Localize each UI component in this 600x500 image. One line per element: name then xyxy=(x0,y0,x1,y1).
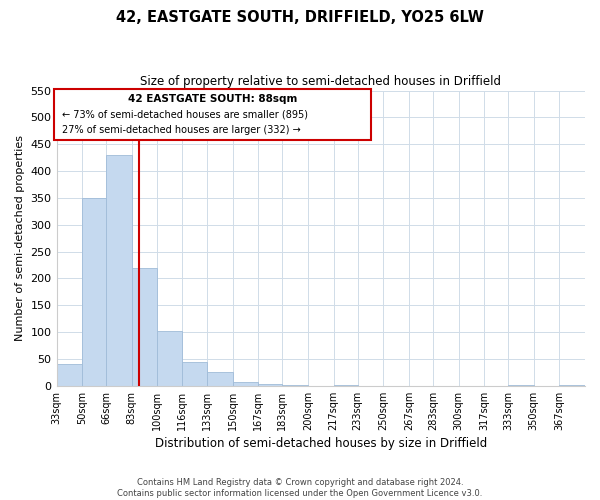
Text: 42 EASTGATE SOUTH: 88sqm: 42 EASTGATE SOUTH: 88sqm xyxy=(128,94,297,104)
Text: 42, EASTGATE SOUTH, DRIFFIELD, YO25 6LW: 42, EASTGATE SOUTH, DRIFFIELD, YO25 6LW xyxy=(116,10,484,25)
Bar xyxy=(132,268,157,386)
Bar xyxy=(182,362,207,386)
Bar xyxy=(334,384,358,386)
Bar xyxy=(258,384,283,386)
Text: Contains HM Land Registry data © Crown copyright and database right 2024.
Contai: Contains HM Land Registry data © Crown c… xyxy=(118,478,482,498)
Bar xyxy=(106,155,132,386)
Bar xyxy=(559,384,585,386)
FancyBboxPatch shape xyxy=(54,89,371,141)
Y-axis label: Number of semi-detached properties: Number of semi-detached properties xyxy=(15,135,25,341)
Bar xyxy=(207,372,233,386)
Text: ← 73% of semi-detached houses are smaller (895): ← 73% of semi-detached houses are smalle… xyxy=(62,110,308,120)
X-axis label: Distribution of semi-detached houses by size in Driffield: Distribution of semi-detached houses by … xyxy=(155,437,487,450)
Title: Size of property relative to semi-detached houses in Driffield: Size of property relative to semi-detach… xyxy=(140,75,501,88)
Bar xyxy=(283,384,308,386)
Bar xyxy=(56,364,82,386)
Bar xyxy=(157,331,182,386)
Text: 27% of semi-detached houses are larger (332) →: 27% of semi-detached houses are larger (… xyxy=(62,125,301,135)
Bar xyxy=(82,198,106,386)
Bar xyxy=(233,382,258,386)
